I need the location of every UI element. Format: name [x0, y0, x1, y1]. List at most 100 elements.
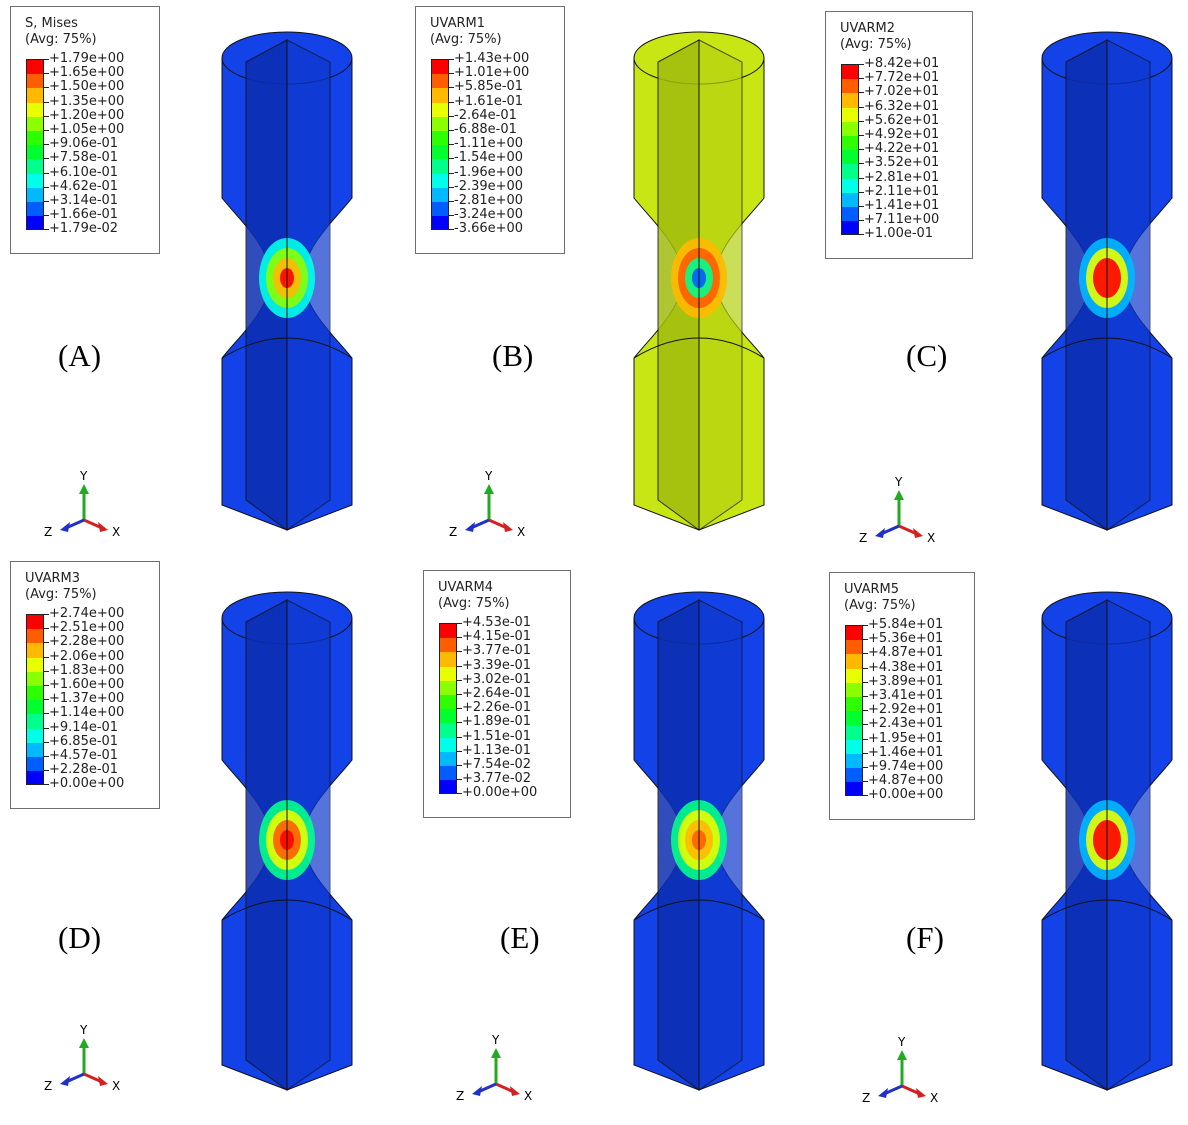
legend-tick — [449, 172, 454, 174]
legend-tick — [44, 656, 49, 658]
color-band — [842, 192, 858, 207]
legend-tick — [859, 191, 864, 193]
color-band — [842, 206, 858, 222]
legend-title: S, Mises — [25, 16, 78, 31]
legend-tick — [44, 101, 49, 103]
panel-label: (C) — [906, 338, 948, 373]
legend-averaging: (Avg: 75%) — [438, 596, 510, 611]
legend-value: +3.77e-02 — [462, 771, 532, 787]
axis-label-y: Y — [484, 469, 493, 483]
legend-value: +1.60e+00 — [49, 677, 125, 692]
legend-tick — [449, 215, 454, 217]
legend-averaging: (Avg: 75%) — [840, 37, 912, 52]
color-band — [842, 135, 858, 151]
axis-label-z: Z — [862, 1091, 870, 1105]
color-band — [27, 145, 43, 160]
legend-tick — [44, 713, 49, 715]
legend-value: -1.11e+00 — [454, 136, 524, 152]
legend-value: +7.54e-02 — [462, 757, 532, 772]
color-band — [846, 626, 862, 641]
legend-value: +4.87e+01 — [868, 645, 944, 661]
legend-tick — [449, 144, 454, 146]
color-band — [440, 709, 456, 724]
legend-value: +1.20e+00 — [49, 107, 125, 123]
legend-value: +1.05e+00 — [49, 122, 125, 137]
legend-tick — [44, 115, 49, 117]
legend-tick — [457, 779, 462, 781]
axis-label-z: Z — [449, 525, 457, 539]
panel-label: (B) — [492, 338, 534, 373]
legend-value: +1.95e+01 — [868, 730, 944, 746]
legend-tick — [859, 64, 864, 65]
color-band — [432, 145, 448, 160]
legend-value: +6.10e-01 — [49, 164, 119, 180]
legend-value: +1.66e-01 — [49, 207, 119, 223]
color-band — [842, 65, 858, 80]
color-band — [842, 178, 858, 193]
legend-value: +2.43e+01 — [868, 716, 944, 732]
legend-value: +2.51e+00 — [49, 620, 125, 636]
legend-tick — [44, 741, 49, 743]
axis-triad-icon: Y X Z — [44, 469, 120, 539]
legend-tick — [457, 793, 462, 795]
legend-tick — [859, 78, 864, 80]
notched-specimen-model — [633, 591, 765, 1091]
legend-tick — [457, 679, 462, 681]
notched-specimen-model — [221, 31, 353, 531]
legend-value: +1.13e-01 — [462, 742, 532, 758]
legend-title: UVARM1 — [430, 16, 485, 31]
legend-value: +1.51e-01 — [462, 728, 532, 744]
legend-value: +2.81e+01 — [864, 169, 940, 185]
legend-tick — [44, 685, 49, 686]
legend-value: +1.43e+00 — [454, 51, 530, 66]
legend-tick — [44, 670, 49, 672]
color-scale-bar — [845, 625, 863, 797]
color-band — [440, 652, 456, 667]
color-band — [27, 657, 43, 672]
color-band — [27, 74, 43, 89]
legend-value: -6.88e-01 — [454, 122, 517, 137]
color-scale-bar — [439, 623, 457, 795]
legend-value: +4.92e+01 — [864, 127, 940, 142]
legend-tick — [449, 115, 454, 117]
legend-averaging: (Avg: 75%) — [430, 32, 502, 47]
contour-legend: UVARM5 (Avg: 75%) +5.84e+01 +5.36e+01 +4.87e… — [829, 572, 975, 820]
legend-value: +7.72e+01 — [864, 70, 940, 86]
legend-value: +9.06e-01 — [49, 136, 119, 152]
axis-label-x: X — [112, 525, 120, 539]
legend-value: -3.24e+00 — [454, 207, 524, 223]
color-band — [432, 60, 448, 75]
legend-tick — [859, 177, 864, 179]
color-band — [440, 765, 456, 781]
legend-value: +1.46e+01 — [868, 744, 944, 760]
color-band — [842, 79, 858, 94]
legend-value: +1.14e+00 — [49, 705, 125, 721]
legend-value: +5.85e-01 — [454, 79, 524, 95]
legend-value: +3.52e+01 — [864, 155, 940, 171]
axis-label-x: X — [927, 531, 935, 545]
legend-tick — [44, 73, 49, 75]
legend-tick — [44, 614, 49, 615]
legend-tick — [449, 130, 454, 131]
color-band — [432, 173, 448, 188]
axis-triad-icon: Y X Z — [859, 475, 935, 545]
legend-averaging: (Avg: 75%) — [844, 598, 916, 613]
legend-value: +3.41e+01 — [868, 688, 944, 703]
legend-title: UVARM5 — [844, 582, 899, 597]
color-band — [27, 629, 43, 644]
color-band — [846, 753, 862, 768]
legend-value: +4.87e+00 — [868, 773, 944, 789]
color-band — [432, 102, 448, 117]
legend-value: -2.39e+00 — [454, 178, 524, 194]
axis-label-z: Z — [859, 531, 867, 545]
legend-tick — [457, 765, 462, 766]
color-scale-bar — [431, 59, 449, 231]
axis-label-y: Y — [79, 469, 88, 483]
axis-label-y: Y — [491, 1033, 500, 1047]
color-band — [440, 638, 456, 653]
color-band — [27, 60, 43, 75]
legend-value: +9.74e+00 — [868, 759, 944, 774]
legend-tick — [449, 186, 454, 188]
legend-value: +3.77e-01 — [462, 643, 532, 659]
color-scale-bar — [26, 614, 44, 786]
